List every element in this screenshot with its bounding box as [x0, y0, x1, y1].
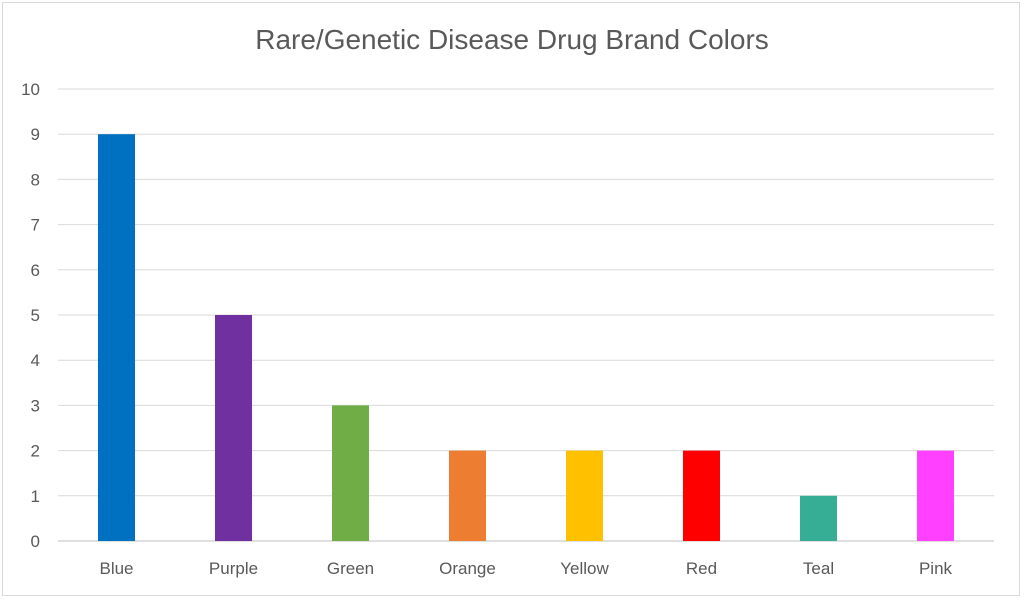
y-tick-label: 6: [31, 261, 40, 280]
bar-purple: [215, 315, 252, 541]
bar-red: [683, 450, 720, 541]
bars: [98, 134, 954, 541]
x-tick-label: Pink: [919, 559, 953, 578]
x-tick-label: Purple: [209, 559, 258, 578]
y-tick-label: 10: [21, 80, 40, 99]
x-tick-label: Orange: [439, 559, 496, 578]
bar-blue: [98, 134, 135, 541]
x-tick-label: Teal: [803, 559, 834, 578]
bar-pink: [917, 450, 954, 541]
y-tick-label: 9: [31, 125, 40, 144]
x-axis-ticks: Blue Purple Green Orange Yellow Red Teal Pink: [99, 559, 952, 578]
gridlines: [58, 88, 994, 542]
y-tick-label: 4: [31, 351, 40, 370]
y-tick-label: 0: [31, 532, 40, 551]
y-tick-label: 2: [31, 442, 40, 461]
bar-yellow: [566, 450, 603, 541]
chart-title: Rare/Genetic Disease Drug Brand Colors: [255, 24, 769, 55]
x-tick-label: Red: [686, 559, 717, 578]
y-tick-label: 1: [31, 487, 40, 506]
y-tick-label: 3: [31, 396, 40, 415]
bar-teal: [800, 495, 837, 541]
bar-orange: [449, 450, 486, 541]
x-tick-label: Green: [327, 559, 374, 578]
y-axis-ticks: 0 1 2 3 4 5 6 7 8 9 10: [21, 80, 40, 551]
y-tick-label: 5: [31, 306, 40, 325]
x-tick-label: Blue: [99, 559, 133, 578]
y-tick-label: 8: [31, 170, 40, 189]
x-tick-label: Yellow: [560, 559, 609, 578]
bar-green: [332, 405, 369, 541]
y-tick-label: 7: [31, 216, 40, 235]
